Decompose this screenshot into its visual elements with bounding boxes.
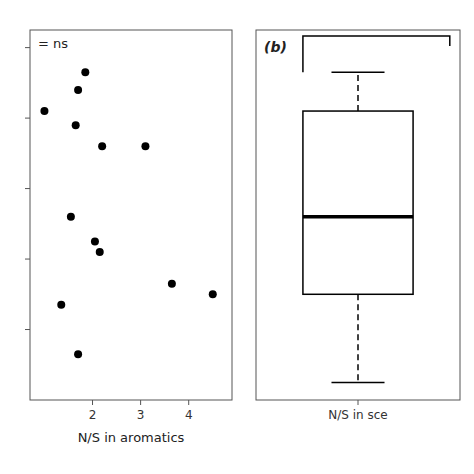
significance-bracket	[303, 36, 450, 72]
annotation: = ns	[38, 36, 68, 51]
plot-frame	[30, 30, 232, 400]
scatter-point	[98, 142, 106, 150]
x-tick-label: 4	[185, 408, 193, 422]
scatter-point	[96, 248, 104, 256]
scatter-point	[74, 350, 82, 358]
points	[40, 68, 216, 358]
scatter-point	[209, 290, 217, 298]
y-tick	[25, 259, 30, 260]
box-panel: N/S in sce (b)	[256, 30, 460, 422]
x-tick-label: N/S in sce	[328, 408, 387, 422]
box-body	[303, 111, 413, 294]
scatter-point	[67, 213, 75, 221]
scatter-point	[72, 121, 80, 129]
scatter-panel: 2 3 4N/S in aromatics = ns	[25, 30, 232, 445]
x-tick-label: 3	[137, 408, 145, 422]
x-tick	[358, 400, 359, 405]
scatter-point	[74, 86, 82, 94]
chart-root: 2 3 4N/S in aromatics = ns N/S in sce (b)	[0, 0, 474, 474]
y-tick	[25, 47, 30, 48]
scatter-point	[40, 107, 48, 115]
x-tick	[140, 400, 141, 405]
x-tick-label: 2	[89, 408, 97, 422]
scatter-point	[57, 301, 65, 309]
x-axis-label: N/S in aromatics	[78, 430, 185, 445]
box-median	[303, 215, 413, 219]
cap-low	[331, 382, 384, 384]
scatter-point	[141, 142, 149, 150]
y-tick	[25, 118, 30, 119]
scatter-point	[91, 237, 99, 245]
panel-label: (b)	[264, 39, 287, 55]
y-tick	[25, 188, 30, 189]
plot-frame	[256, 30, 460, 400]
x-tick	[188, 400, 189, 405]
scatter-point	[81, 68, 89, 76]
y-tick	[25, 329, 30, 330]
boxes	[303, 72, 413, 382]
x-tick	[92, 400, 93, 405]
whisker-low	[357, 294, 359, 382]
cap-high	[331, 72, 384, 74]
scatter-point	[168, 280, 176, 288]
whisker-high	[357, 72, 359, 111]
